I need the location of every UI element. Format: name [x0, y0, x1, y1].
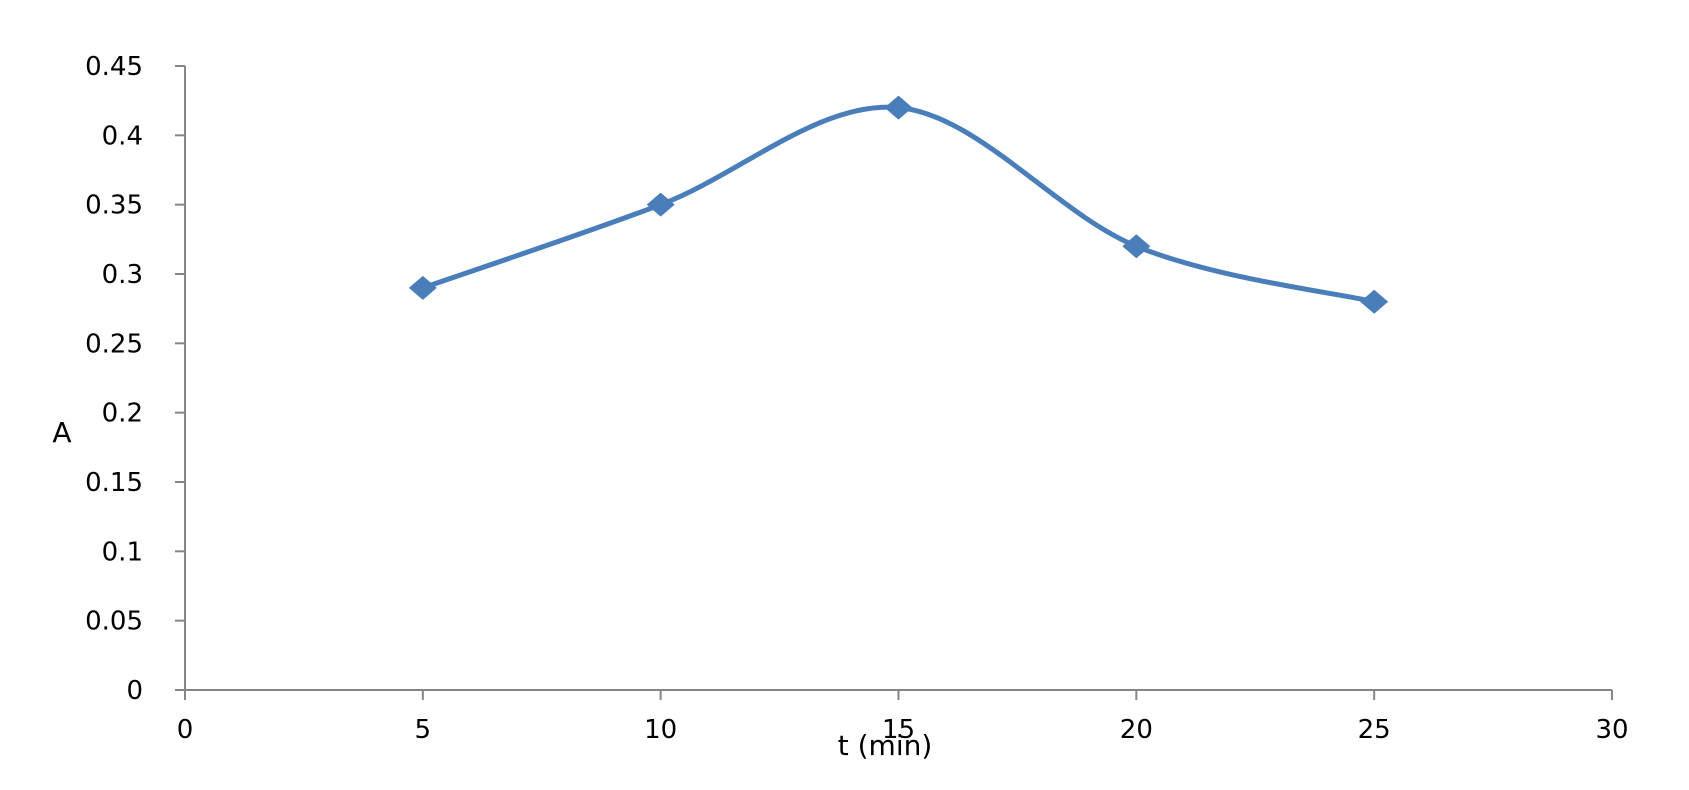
- series-group: [408, 95, 1389, 314]
- x-axis-ticks: 0 5 10 15 20 25 30: [177, 690, 1629, 745]
- axes: [184, 66, 1612, 691]
- x-tick-label: 0: [177, 715, 194, 745]
- x-tick-label: 25: [1358, 715, 1391, 745]
- y-tick-label: 0.25: [85, 329, 143, 359]
- y-tick-label: 0.45: [85, 52, 143, 82]
- x-tick-label: 20: [1120, 715, 1153, 745]
- y-tick-label: 0.2: [102, 399, 143, 429]
- data-point-marker: [1360, 289, 1389, 314]
- data-point-marker: [408, 275, 437, 300]
- y-axis-ticks: 0 0.05 0.1 0.15 0.2 0.25 0.3 0.35 0.4 0.45: [85, 52, 185, 706]
- x-axis-title: t (min): [838, 729, 933, 762]
- data-point-marker: [884, 95, 913, 120]
- data-point-marker: [646, 192, 675, 217]
- x-tick-label: 5: [415, 715, 432, 745]
- data-point-marker: [1122, 234, 1151, 259]
- y-tick-label: 0.1: [102, 537, 143, 567]
- x-tick-label: 30: [1595, 715, 1628, 745]
- y-axis-title: A: [52, 416, 71, 449]
- x-tick-label: 15: [882, 715, 915, 745]
- x-tick-label: 10: [644, 715, 677, 745]
- y-tick-label: 0: [126, 676, 143, 706]
- series-line: [420, 104, 1377, 305]
- y-tick-label: 0.35: [85, 191, 143, 221]
- y-tick-label: 0.4: [102, 121, 143, 151]
- y-tick-label: 0.05: [85, 607, 143, 637]
- y-tick-label: 0.15: [85, 468, 143, 498]
- y-tick-label: 0.3: [102, 260, 143, 290]
